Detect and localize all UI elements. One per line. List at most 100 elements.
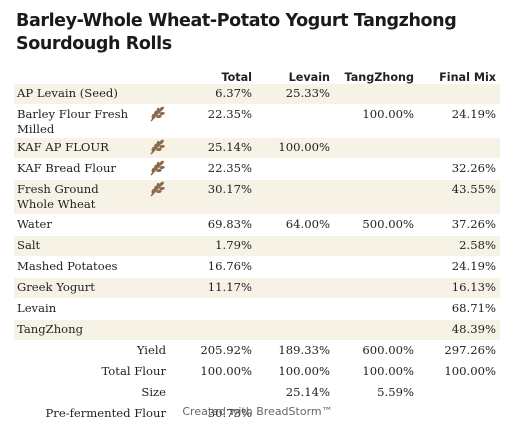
header-final-mix: Final Mix: [439, 71, 496, 84]
summary-total-value: 30.73%: [207, 406, 252, 420]
total-value: 22.35%: [174, 104, 256, 138]
final-value: 32.26%: [418, 158, 500, 180]
ingredient-name: Levain: [17, 301, 57, 315]
summary-final-value: 297.26%: [444, 343, 496, 357]
levain-value: [256, 256, 334, 278]
table-row: AP Levain (Seed) 6.37% 25.33%: [14, 84, 500, 105]
ingredient-name-cell: Salt: [14, 235, 174, 257]
total-value: [174, 298, 256, 320]
final-value: [418, 84, 500, 105]
summary-tangzhong-value: 100.00%: [362, 364, 414, 378]
summary-row: Size 25.14% 5.59%: [14, 383, 500, 404]
ingredient-name-cell: KAF Bread Flour: [14, 158, 174, 180]
tangzhong-value: 100.00%: [334, 104, 418, 138]
summary-final-value: [418, 383, 500, 404]
wheat-icon: [149, 181, 166, 197]
summary-row: Pre-fermented Flour 30.73%: [14, 404, 500, 425]
ingredient-name-cell: Greek Yogurt: [14, 277, 174, 299]
levain-value: [256, 319, 334, 341]
summary-row: Total Flour 100.00% 100.00% 100.00% 100.00%: [14, 362, 500, 383]
final-value: 2.58%: [418, 235, 500, 257]
ingredient-name-cell: Levain: [14, 298, 174, 320]
tangzhong-value: [334, 277, 418, 299]
final-value: 48.39%: [418, 319, 500, 341]
summary-label: Pre-fermented Flour: [45, 406, 166, 420]
final-value: 24.19%: [418, 104, 500, 138]
ingredient-name-cell: Barley Flour Fresh Milled: [14, 104, 174, 138]
table-row: KAF Bread Flour 22.35% 32.26%: [14, 158, 500, 180]
total-value: 25.14%: [174, 137, 256, 159]
table-row: Fresh Ground Whole Wheat 30.17% 43.55%: [14, 179, 500, 215]
table-row: Levain 68.71%: [14, 298, 500, 320]
summary-tangzhong-value: 5.59%: [377, 385, 414, 399]
ingredient-name-cell: AP Levain (Seed): [14, 84, 174, 105]
ingredient-name: Fresh Ground Whole Wheat: [17, 182, 99, 211]
final-value: 37.26%: [418, 214, 500, 236]
total-value: 69.83%: [174, 214, 256, 236]
ingredient-name-cell: TangZhong: [14, 319, 174, 341]
final-value: 16.13%: [418, 277, 500, 299]
ingredient-name: KAF Bread Flour: [17, 161, 116, 175]
final-value: 24.19%: [418, 256, 500, 278]
header-blank: [14, 65, 174, 84]
wheat-icon: [149, 160, 166, 176]
ingredient-name: Barley Flour Fresh Milled: [17, 107, 129, 136]
ingredient-name: Salt: [17, 238, 41, 252]
header-row: Total Levain TangZhong Final Mix: [14, 65, 500, 84]
header-total: Total: [221, 71, 252, 84]
total-value: 22.35%: [174, 158, 256, 180]
header-tangzhong: TangZhong: [344, 71, 414, 84]
tangzhong-value: 500.00%: [334, 214, 418, 236]
summary-total-value: 205.92%: [200, 343, 252, 357]
summary-row: Yield 205.92% 189.33% 600.00% 297.26%: [14, 341, 500, 363]
summary-label: Total Flour: [101, 364, 166, 378]
table-row: TangZhong 48.39%: [14, 319, 500, 341]
levain-value: [256, 277, 334, 299]
ingredient-name-cell: KAF AP FLOUR: [14, 137, 174, 159]
final-value: 43.55%: [418, 179, 500, 215]
tangzhong-value: [334, 235, 418, 257]
levain-value: 25.33%: [256, 84, 334, 105]
table-row: Salt 1.79% 2.58%: [14, 235, 500, 257]
formula-table: Total Levain TangZhong Final Mix AP Leva…: [14, 65, 500, 425]
levain-value: [256, 179, 334, 215]
ingredient-name-cell: Fresh Ground Whole Wheat: [14, 179, 174, 215]
wheat-icon: [149, 139, 166, 155]
ingredient-name: KAF AP FLOUR: [17, 140, 109, 154]
summary-total-value: 100.00%: [200, 364, 252, 378]
table-row: KAF AP FLOUR 25.14% 100.00%: [14, 137, 500, 159]
header-levain: Levain: [288, 71, 330, 84]
final-value: [418, 137, 500, 159]
levain-value: 100.00%: [256, 137, 334, 159]
total-value: 1.79%: [174, 235, 256, 257]
tangzhong-value: [334, 256, 418, 278]
tangzhong-value: [334, 158, 418, 180]
ingredient-name: Water: [17, 217, 52, 231]
tangzhong-value: [334, 137, 418, 159]
summary-total-value: [174, 383, 256, 404]
footer-credit: Created with BreadStorm™: [182, 405, 333, 418]
ingredient-name: Greek Yogurt: [17, 280, 95, 294]
table-row: Barley Flour Fresh Milled 22.35% 100.00% 24…: [14, 104, 500, 138]
final-value: 68.71%: [418, 298, 500, 320]
levain-value: [256, 235, 334, 257]
ingredient-name-cell: Water: [14, 214, 174, 236]
ingredient-name-cell: Mashed Potatoes: [14, 256, 174, 278]
tangzhong-value: [334, 179, 418, 215]
total-value: 11.17%: [174, 277, 256, 299]
wheat-icon: [149, 106, 166, 122]
table-row: Mashed Potatoes 16.76% 24.19%: [14, 256, 500, 278]
summary-label: Yield: [136, 343, 166, 357]
tangzhong-value: [334, 319, 418, 341]
table-row: Water 69.83% 64.00% 500.00% 37.26%: [14, 214, 500, 236]
levain-value: [256, 158, 334, 180]
ingredient-name: AP Levain (Seed): [17, 86, 118, 100]
summary-levain-value: 100.00%: [278, 364, 330, 378]
summary-levain-value: 25.14%: [285, 385, 330, 399]
summary-final-value: 100.00%: [444, 364, 496, 378]
summary-tangzhong-value: 600.00%: [362, 343, 414, 357]
total-value: [174, 319, 256, 341]
summary-levain-value: 189.33%: [278, 343, 330, 357]
levain-value: [256, 104, 334, 138]
tangzhong-value: [334, 84, 418, 105]
